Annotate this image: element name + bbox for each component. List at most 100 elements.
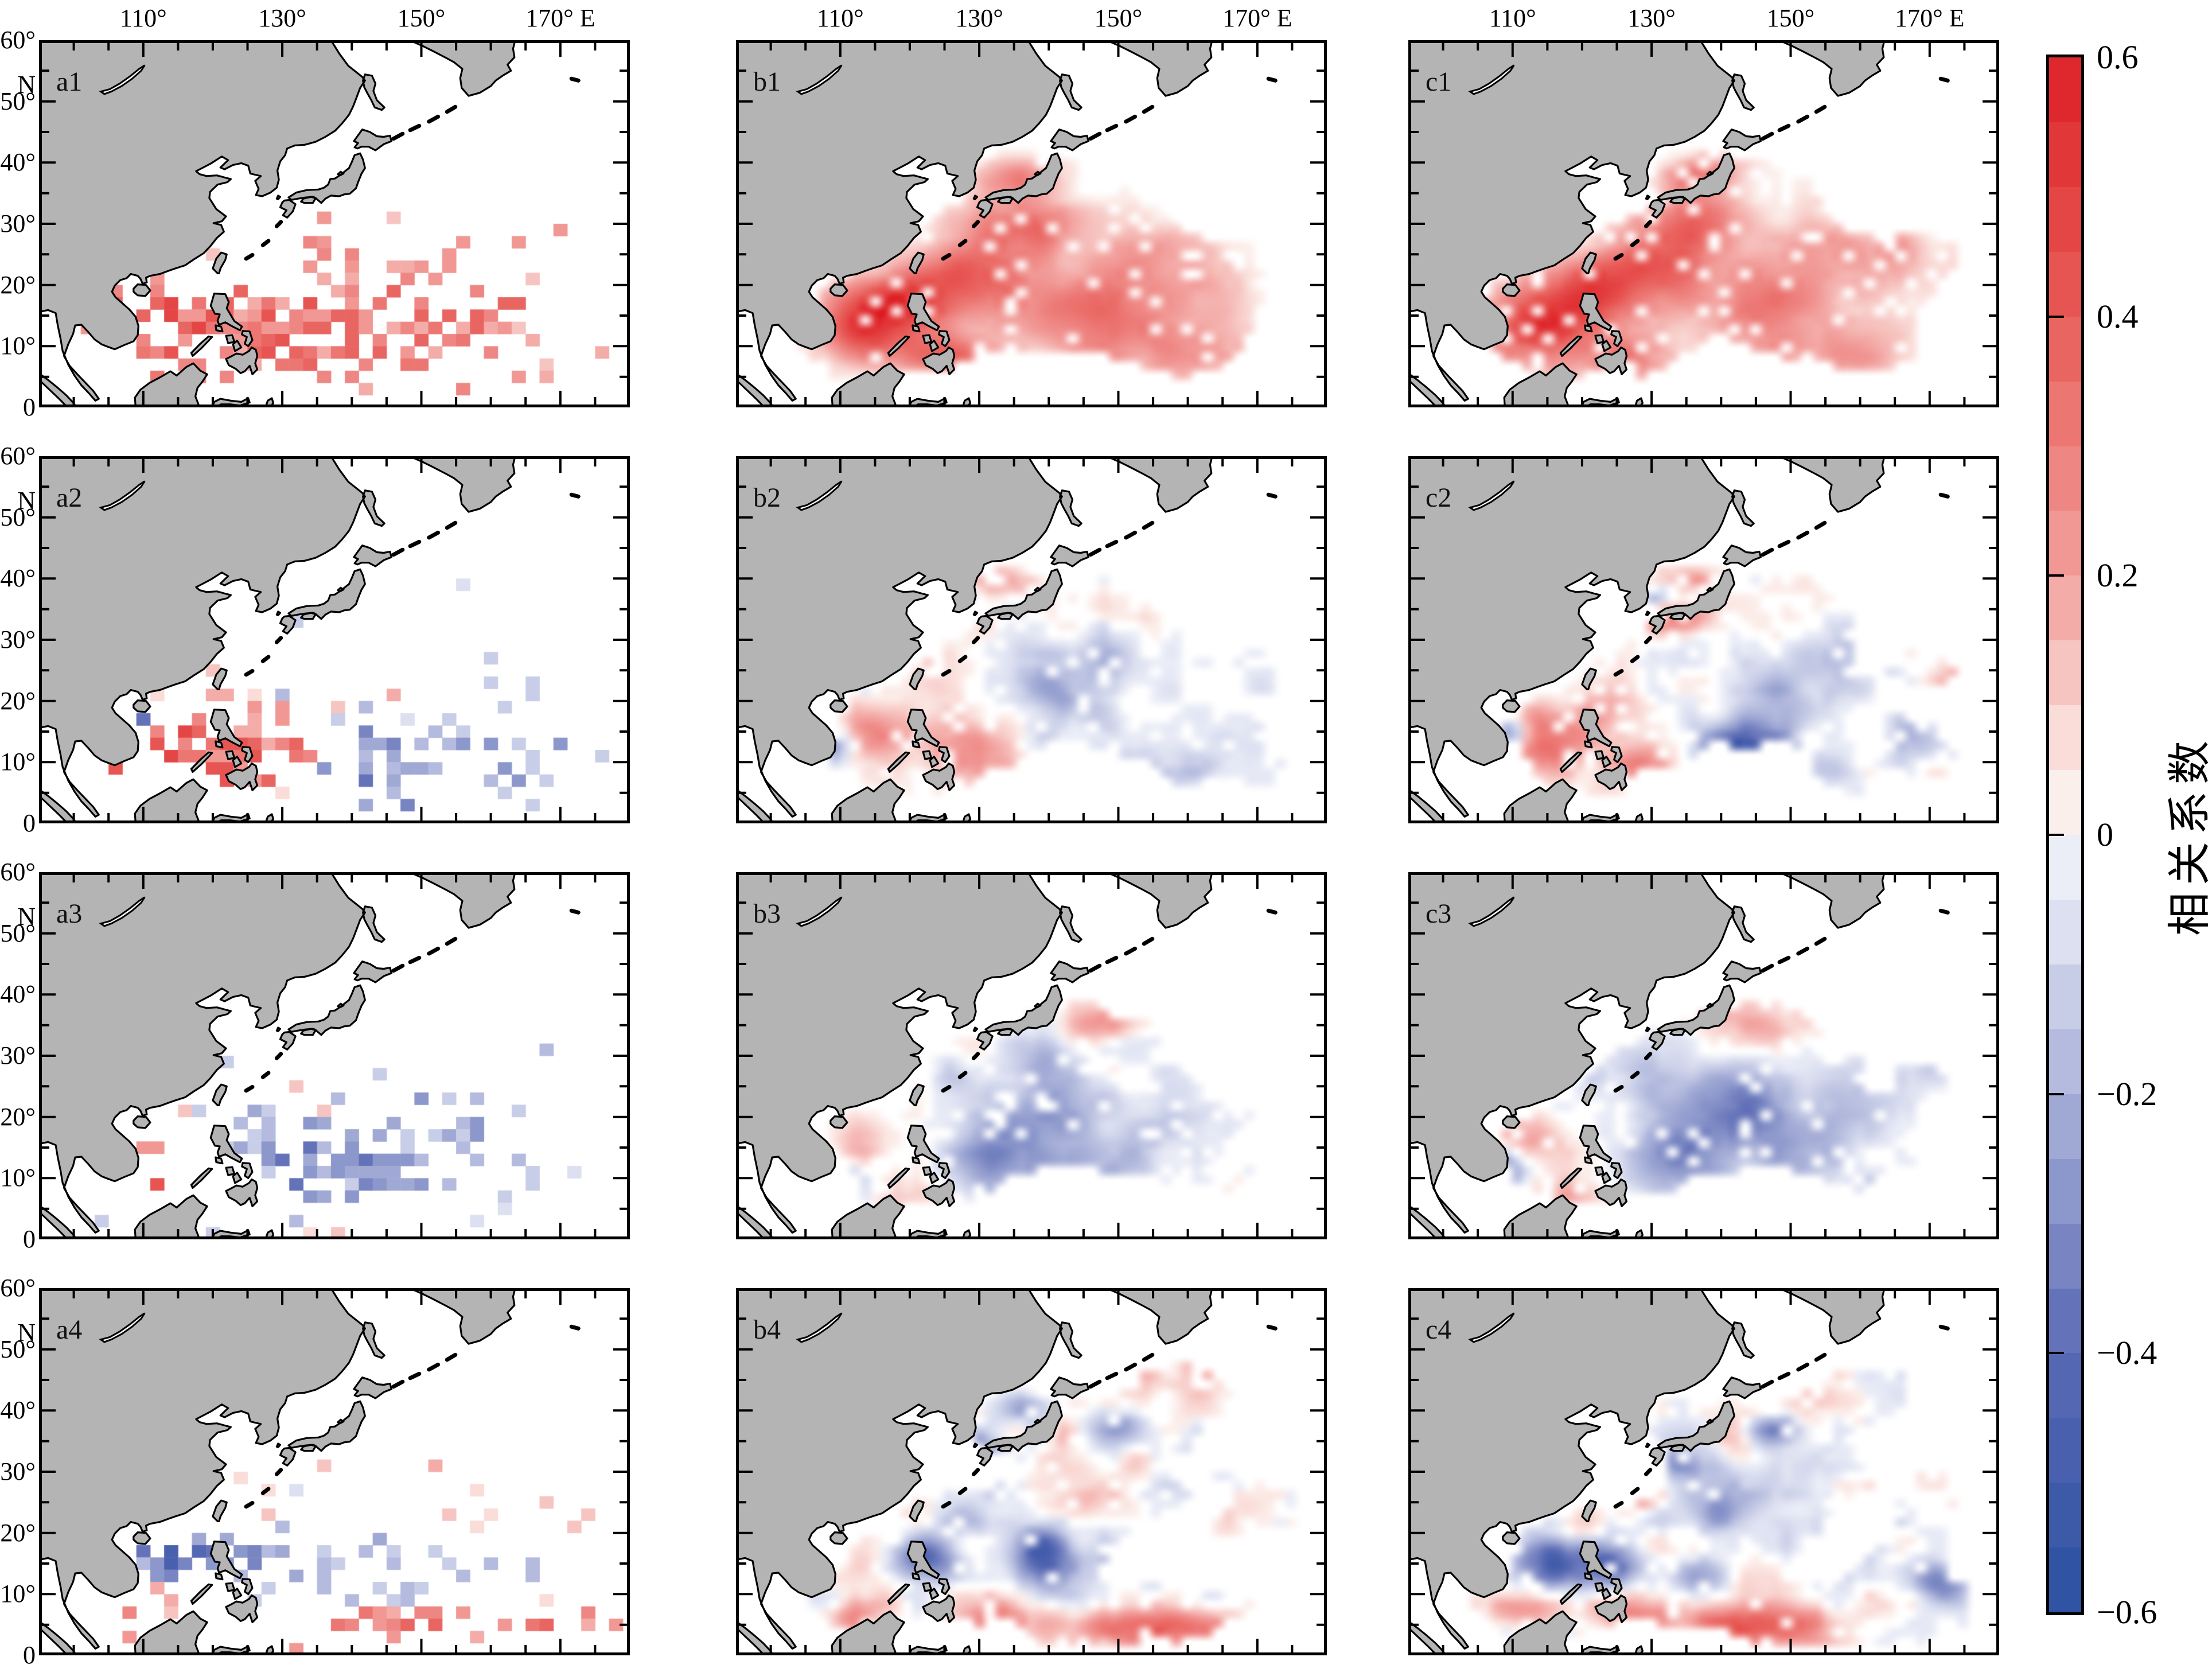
coastline-overlay-b4: b4 [736, 1288, 1327, 1655]
coastline-overlay-a2: a2 [39, 456, 630, 823]
colorbar-segment-11 [2049, 770, 2081, 835]
y-tick-label-row3-30: 30° [0, 1041, 36, 1070]
map-panel-b4: b4 [736, 1288, 1327, 1655]
colorbar-tick-label-0: 0 [2097, 816, 2113, 853]
colorbar-segment-1 [2049, 122, 2081, 187]
colorbar-segment-7 [2049, 511, 2081, 576]
y-tick-label-row1-50: 50° [0, 87, 36, 115]
colorbar-segment-22 [2049, 1483, 2081, 1548]
colorbar-segment-12 [2049, 835, 2081, 900]
colorbar-segment-23 [2049, 1547, 2081, 1613]
map-panel-a1: a1 [39, 40, 630, 407]
panel-label-a4: a4 [56, 1315, 82, 1345]
colorbar-tick-label-0.2: 0.2 [2097, 557, 2139, 594]
panel-label-b1: b1 [753, 67, 781, 97]
x-tick-label-col2-170: 170° E [1222, 4, 1292, 32]
colorbar-tick-label-0.4: 0.4 [2097, 297, 2139, 335]
map-panel-c1: c1 [1408, 40, 1999, 407]
colorbar-segment-14 [2049, 964, 2081, 1029]
colorbar-tick-0.2 [2049, 574, 2064, 577]
colorbar-tick-label--0.2: −0.2 [2097, 1075, 2158, 1113]
x-tick-label-col1-150: 150° [397, 4, 446, 32]
colorbar-segment-15 [2049, 1029, 2081, 1094]
coastline-overlay-b2: b2 [736, 456, 1327, 823]
coastline-overlay-c2: c2 [1408, 456, 1999, 823]
x-tick-label-col1-170: 170° E [525, 4, 595, 32]
colorbar-tick-label-0.6: 0.6 [2097, 38, 2139, 76]
colorbar-segment-19 [2049, 1288, 2081, 1354]
map-panel-a2: a2 [39, 456, 630, 823]
map-panel-a4: a4 [39, 1288, 630, 1655]
y-tick-label-row1-60: 60° [0, 26, 36, 54]
y-tick-label-row4-60: 60° [0, 1274, 36, 1302]
y-axis-hemisphere-row2: N [17, 487, 36, 515]
colorbar-segment-20 [2049, 1353, 2081, 1418]
y-tick-label-row4-10: 10° [0, 1580, 36, 1608]
map-panel-c2: c2 [1408, 456, 1999, 823]
panel-label-a3: a3 [56, 899, 82, 929]
colorbar-segment-4 [2049, 316, 2081, 382]
colorbar-tick-0 [2049, 834, 2064, 836]
coastline-overlay-a1: a1 [39, 40, 630, 407]
y-tick-label-row2-60: 60° [0, 442, 36, 470]
map-panel-b2: b2 [736, 456, 1327, 823]
colorbar-segment-21 [2049, 1418, 2081, 1483]
colorbar-tick-label--0.6: −0.6 [2097, 1593, 2158, 1631]
colorbar-segment-8 [2049, 575, 2081, 641]
x-tick-label-col3-110: 110° [1489, 4, 1536, 32]
y-tick-label-row2-20: 20° [0, 686, 36, 715]
colorbar-tick-label--0.4: −0.4 [2097, 1334, 2158, 1372]
y-tick-label-row3-10: 10° [0, 1164, 36, 1192]
x-tick-label-col3-130: 130° [1627, 4, 1676, 32]
panel-label-a2: a2 [56, 483, 82, 513]
y-tick-label-row3-60: 60° [0, 858, 36, 886]
colorbar-axis-label: 相关系数 [2166, 734, 2212, 936]
x-tick-label-col3-150: 150° [1766, 4, 1815, 32]
panel-label-c4: c4 [1426, 1315, 1451, 1345]
y-tick-label-row3-40: 40° [0, 980, 36, 1009]
coastline-overlay-b3: b3 [736, 872, 1327, 1239]
x-tick-label-col2-110: 110° [816, 4, 864, 32]
x-tick-label-col2-130: 130° [955, 4, 1003, 32]
panel-label-c3: c3 [1426, 899, 1451, 929]
colorbar-segment-16 [2049, 1094, 2081, 1159]
y-tick-label-row4-0: 0 [23, 1641, 36, 1669]
y-tick-label-row2-0: 0 [23, 809, 36, 837]
y-tick-label-row4-40: 40° [0, 1396, 36, 1425]
x-tick-label-col3-170: 170° E [1895, 4, 1965, 32]
coastline-overlay-c4: c4 [1408, 1288, 1999, 1655]
map-panel-b1: b1 [736, 40, 1327, 407]
y-axis-hemisphere-row4: N [17, 1319, 36, 1347]
y-tick-label-row2-50: 50° [0, 503, 36, 531]
panel-label-b3: b3 [753, 899, 781, 929]
colorbar-segment-13 [2049, 899, 2081, 965]
y-tick-label-row1-30: 30° [0, 209, 36, 238]
y-tick-label-row3-0: 0 [23, 1225, 36, 1253]
y-axis-hemisphere-row1: N [17, 71, 36, 99]
y-tick-label-row3-50: 50° [0, 919, 36, 947]
y-tick-label-row1-20: 20° [0, 270, 36, 299]
y-tick-label-row3-20: 20° [0, 1102, 36, 1131]
y-tick-label-row1-10: 10° [0, 332, 36, 360]
coastline-overlay-b1: b1 [736, 40, 1327, 407]
panel-label-c1: c1 [1426, 67, 1451, 97]
panel-label-a1: a1 [56, 67, 82, 97]
map-panel-c4: c4 [1408, 1288, 1999, 1655]
coastline-overlay-c3: c3 [1408, 872, 1999, 1239]
colorbar-gradient [2046, 55, 2084, 1615]
panel-label-c2: c2 [1426, 483, 1451, 513]
x-tick-label-col1-110: 110° [119, 4, 167, 32]
colorbar-segment-18 [2049, 1223, 2081, 1289]
y-tick-label-row4-20: 20° [0, 1518, 36, 1547]
coastline-overlay-c1: c1 [1408, 40, 1999, 407]
colorbar-segment-10 [2049, 705, 2081, 771]
map-panel-b3: b3 [736, 872, 1327, 1239]
y-tick-label-row2-40: 40° [0, 564, 36, 593]
y-tick-label-row2-30: 30° [0, 625, 36, 654]
colorbar-segment-6 [2049, 446, 2081, 511]
colorbar-segment-17 [2049, 1158, 2081, 1224]
map-panel-c3: c3 [1408, 872, 1999, 1239]
colorbar-segment-3 [2049, 251, 2081, 317]
y-axis-hemisphere-row3: N [17, 903, 36, 931]
